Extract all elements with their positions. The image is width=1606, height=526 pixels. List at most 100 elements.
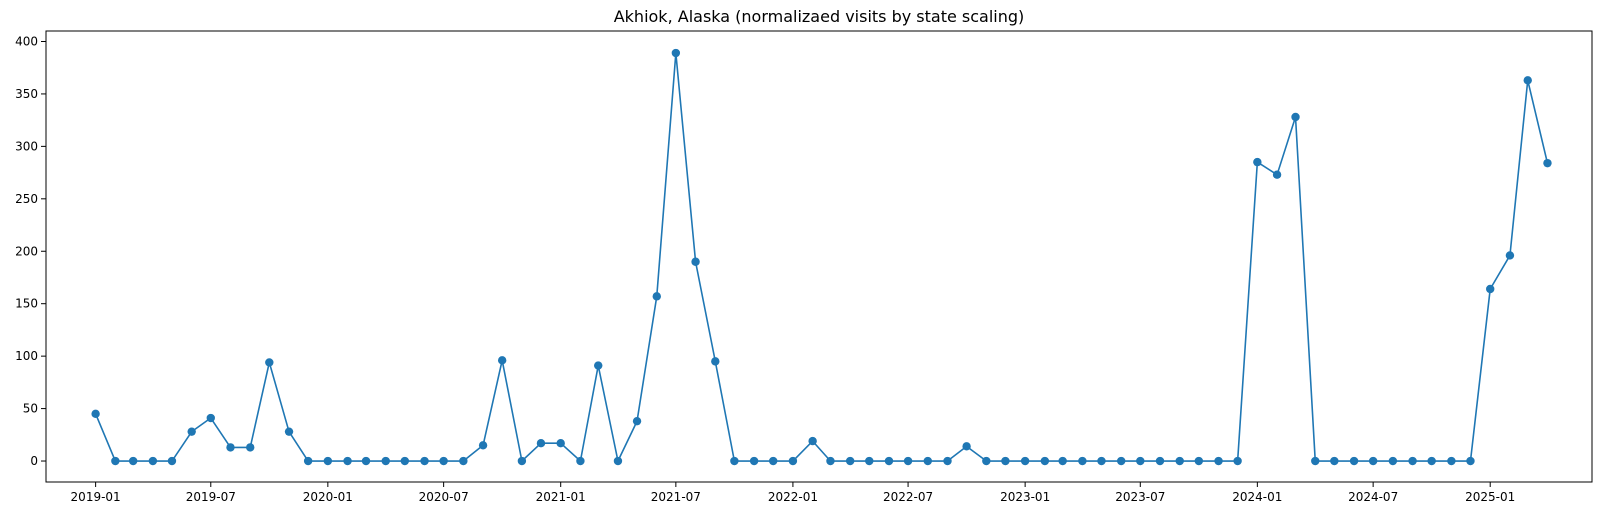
data-point bbox=[613, 456, 623, 466]
data-point bbox=[536, 438, 546, 448]
data-point bbox=[1058, 456, 1067, 466]
x-tick-label: 2022-07 bbox=[883, 490, 933, 504]
data-point bbox=[128, 456, 138, 466]
data-point bbox=[497, 356, 507, 365]
data-point bbox=[1078, 456, 1087, 466]
data-point bbox=[730, 456, 739, 466]
data-point bbox=[845, 456, 855, 466]
x-tick-label: 2023-01 bbox=[1000, 490, 1050, 504]
data-point bbox=[1117, 456, 1126, 466]
data-point bbox=[576, 456, 585, 466]
data-point bbox=[1523, 76, 1532, 85]
data-point bbox=[148, 456, 158, 466]
data-point bbox=[303, 456, 313, 466]
data-point bbox=[1349, 456, 1359, 466]
data-point bbox=[1388, 456, 1398, 466]
y-tick-label: 200 bbox=[15, 244, 38, 258]
x-tick-label: 2023-07 bbox=[1115, 490, 1165, 504]
data-point bbox=[632, 416, 642, 426]
y-tick-label: 150 bbox=[15, 297, 38, 311]
x-axis-ticks: 2019-01 2019-07 2020-01 2020-07 2021-01 2021-… bbox=[71, 482, 1515, 504]
data-point bbox=[400, 456, 410, 466]
data-point bbox=[1447, 456, 1456, 466]
data-point bbox=[226, 443, 235, 452]
data-point bbox=[1466, 456, 1475, 466]
x-tick-label: 2022-01 bbox=[768, 490, 818, 504]
data-point bbox=[1097, 456, 1106, 466]
series-line bbox=[94, 52, 1549, 462]
data-point bbox=[1311, 456, 1320, 466]
x-tick-label: 2019-07 bbox=[186, 490, 236, 504]
chart-title: Akhiok, Alaska (normalizaed visits by st… bbox=[614, 7, 1025, 26]
data-series bbox=[91, 48, 1552, 466]
data-point bbox=[381, 456, 390, 466]
data-point bbox=[749, 456, 759, 466]
x-tick-label: 2021-07 bbox=[651, 490, 701, 504]
data-point bbox=[1486, 284, 1495, 294]
y-tick-label: 0 bbox=[30, 454, 38, 468]
data-point bbox=[711, 357, 720, 366]
x-tick-label: 2021-01 bbox=[536, 490, 586, 504]
data-point bbox=[206, 413, 215, 423]
x-tick-label: 2019-01 bbox=[71, 490, 121, 504]
data-point bbox=[439, 456, 448, 466]
data-point bbox=[826, 456, 835, 466]
y-axis-ticks: 0 50 100 150 200 250 300 350 400 bbox=[15, 34, 46, 468]
y-tick-label: 50 bbox=[23, 402, 38, 416]
data-point bbox=[284, 427, 294, 436]
x-tick-label: 2024-07 bbox=[1348, 490, 1398, 504]
data-point bbox=[1543, 158, 1552, 168]
data-point bbox=[923, 456, 932, 466]
data-point bbox=[343, 456, 352, 466]
data-point bbox=[91, 409, 100, 419]
data-point bbox=[111, 456, 120, 466]
y-tick-label: 300 bbox=[15, 139, 38, 153]
data-point bbox=[361, 456, 371, 466]
data-point bbox=[884, 456, 894, 466]
data-point bbox=[1253, 157, 1262, 167]
data-point bbox=[1330, 456, 1339, 466]
data-point bbox=[1136, 456, 1145, 466]
data-point bbox=[594, 361, 603, 370]
y-tick-label: 400 bbox=[15, 34, 38, 48]
data-point bbox=[943, 456, 952, 466]
data-point bbox=[459, 456, 468, 466]
data-point bbox=[1155, 456, 1165, 466]
data-point bbox=[1368, 456, 1378, 466]
data-point bbox=[1408, 456, 1417, 466]
data-point bbox=[808, 436, 817, 446]
data-point bbox=[652, 292, 661, 301]
data-point bbox=[1020, 456, 1030, 466]
data-point bbox=[517, 456, 527, 466]
data-point bbox=[265, 358, 274, 367]
x-tick-label: 2025-01 bbox=[1465, 490, 1515, 504]
data-point bbox=[903, 456, 913, 466]
data-point bbox=[1001, 456, 1010, 466]
data-point bbox=[691, 257, 700, 266]
data-point bbox=[1427, 456, 1436, 466]
y-tick-label: 350 bbox=[15, 87, 38, 101]
data-point bbox=[1272, 170, 1282, 179]
data-point bbox=[167, 456, 177, 466]
y-tick-label: 250 bbox=[15, 192, 38, 206]
data-point bbox=[323, 456, 333, 466]
data-point bbox=[246, 443, 255, 452]
data-point bbox=[982, 456, 991, 466]
data-point bbox=[187, 427, 196, 436]
y-tick-label: 100 bbox=[15, 349, 38, 363]
data-point bbox=[768, 456, 778, 466]
data-point bbox=[1505, 251, 1515, 260]
plot-frame bbox=[45, 30, 1593, 483]
data-point bbox=[1194, 456, 1204, 466]
data-point bbox=[788, 456, 798, 466]
x-tick-label: 2020-01 bbox=[303, 490, 353, 504]
data-point bbox=[478, 441, 488, 450]
data-point bbox=[1214, 456, 1223, 466]
data-point bbox=[962, 442, 971, 451]
data-point bbox=[865, 456, 874, 466]
data-point bbox=[671, 48, 681, 58]
x-tick-label: 2024-01 bbox=[1232, 490, 1282, 504]
data-point bbox=[1233, 456, 1242, 466]
data-point bbox=[556, 438, 565, 448]
